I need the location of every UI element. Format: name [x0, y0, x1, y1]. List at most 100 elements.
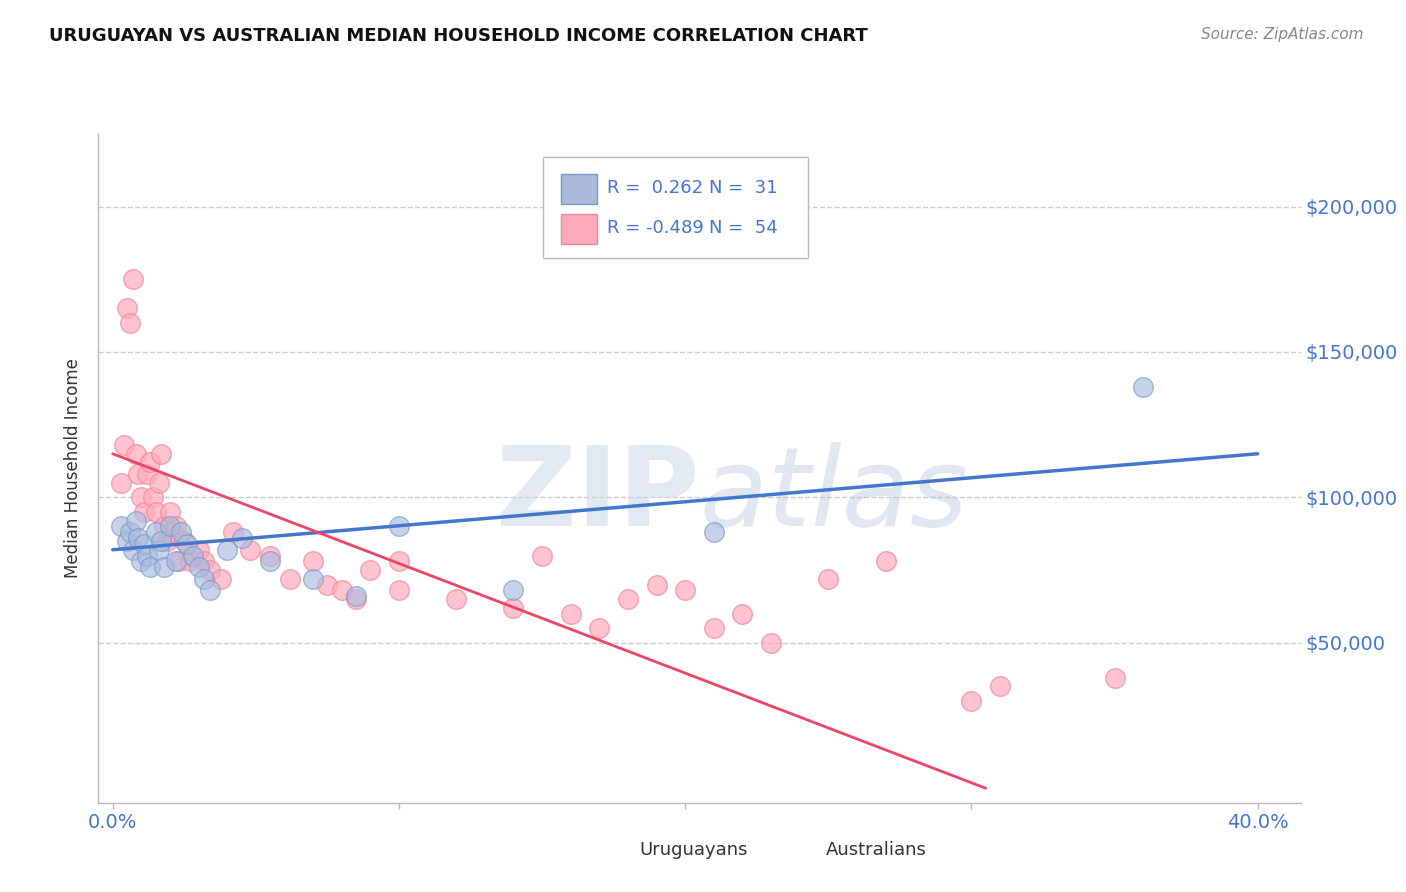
Text: ZIP: ZIP — [496, 442, 700, 549]
Point — [344, 592, 367, 607]
Point — [131, 491, 153, 505]
Point — [162, 525, 184, 540]
Text: Source: ZipAtlas.com: Source: ZipAtlas.com — [1201, 27, 1364, 42]
Point — [588, 621, 610, 635]
Point — [817, 572, 839, 586]
Bar — [561, 174, 598, 204]
Text: N =  54: N = 54 — [709, 219, 778, 237]
Point — [1132, 380, 1154, 394]
Point — [259, 554, 281, 568]
Bar — [603, 837, 630, 863]
Point — [502, 583, 524, 598]
Point — [302, 554, 325, 568]
Point — [145, 525, 167, 540]
Text: R =  0.262: R = 0.262 — [607, 179, 703, 197]
Point — [150, 447, 173, 461]
Point — [560, 607, 582, 621]
Point — [176, 537, 198, 551]
Point — [128, 531, 150, 545]
Point — [121, 272, 143, 286]
Point — [179, 554, 201, 568]
Point — [187, 560, 209, 574]
Point — [112, 438, 135, 452]
Point — [875, 554, 897, 568]
Point — [170, 525, 193, 540]
Point — [139, 455, 162, 469]
Point — [134, 537, 156, 551]
Point — [1104, 671, 1126, 685]
Point — [121, 542, 143, 557]
Point — [344, 589, 367, 603]
Point — [239, 542, 262, 557]
Point — [156, 534, 179, 549]
Point — [110, 475, 132, 490]
Point — [731, 607, 754, 621]
Point — [388, 519, 411, 533]
Point — [211, 572, 233, 586]
Point — [302, 572, 325, 586]
Point — [124, 447, 146, 461]
Point — [278, 572, 301, 586]
Point — [131, 554, 153, 568]
FancyBboxPatch shape — [543, 157, 807, 258]
Point — [316, 577, 339, 591]
Point — [502, 601, 524, 615]
Point — [134, 505, 156, 519]
Point — [136, 549, 159, 563]
Point — [173, 534, 195, 549]
Point — [645, 577, 668, 591]
Point — [222, 525, 245, 540]
Point — [759, 636, 782, 650]
Text: atlas: atlas — [700, 442, 969, 549]
Point — [187, 542, 209, 557]
Point — [153, 519, 176, 533]
Text: R = -0.489: R = -0.489 — [607, 219, 704, 237]
Point — [259, 549, 281, 563]
Point — [198, 583, 221, 598]
Point — [359, 563, 381, 577]
Point — [531, 549, 554, 563]
Point — [330, 583, 353, 598]
Point — [124, 514, 146, 528]
Point — [115, 534, 138, 549]
Point — [165, 519, 187, 533]
Point — [198, 563, 221, 577]
Point — [159, 519, 181, 533]
Text: N =  31: N = 31 — [709, 179, 778, 197]
Point — [444, 592, 467, 607]
Point — [150, 534, 173, 549]
Point — [128, 467, 150, 482]
Point — [145, 505, 167, 519]
Text: Australians: Australians — [825, 840, 927, 859]
Point — [988, 680, 1011, 694]
Point — [703, 525, 725, 540]
Text: URUGUAYAN VS AUSTRALIAN MEDIAN HOUSEHOLD INCOME CORRELATION CHART: URUGUAYAN VS AUSTRALIAN MEDIAN HOUSEHOLD… — [49, 27, 868, 45]
Point — [960, 694, 983, 708]
Point — [165, 554, 187, 568]
Point — [110, 519, 132, 533]
Y-axis label: Median Household Income: Median Household Income — [65, 359, 83, 578]
Point — [159, 505, 181, 519]
Point — [231, 531, 253, 545]
Point — [181, 549, 204, 563]
Point — [153, 560, 176, 574]
Point — [673, 583, 696, 598]
Point — [148, 475, 170, 490]
Point — [703, 621, 725, 635]
Point — [217, 542, 239, 557]
Point — [118, 525, 141, 540]
Point — [136, 467, 159, 482]
Bar — [790, 837, 815, 863]
Bar — [561, 214, 598, 244]
Point — [617, 592, 640, 607]
Point — [115, 301, 138, 316]
Text: Uruguayans: Uruguayans — [640, 840, 748, 859]
Point — [139, 560, 162, 574]
Point — [167, 554, 190, 568]
Point — [388, 554, 411, 568]
Point — [148, 542, 170, 557]
Point — [193, 572, 215, 586]
Point — [388, 583, 411, 598]
Point — [193, 554, 215, 568]
Point — [142, 491, 165, 505]
